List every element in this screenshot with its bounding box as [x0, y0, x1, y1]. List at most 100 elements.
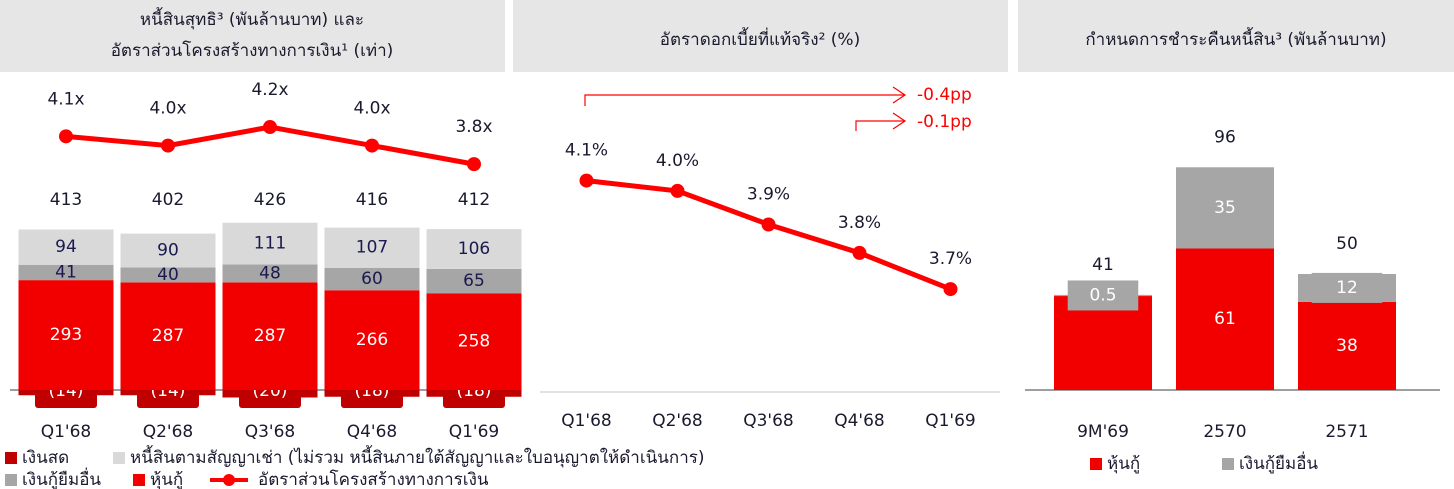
label-bg	[1067, 280, 1139, 311]
legend-label: เงินสด	[22, 448, 69, 468]
value-label: 258	[458, 332, 490, 352]
legend-swatch	[1090, 458, 1102, 470]
total-label: 96	[1214, 127, 1236, 147]
value-label: 41	[55, 262, 77, 282]
value-label: 4.0x	[353, 99, 390, 119]
x-tick-label: Q1'69	[925, 411, 976, 431]
total-label: 402	[152, 190, 184, 210]
bar-segment	[324, 290, 420, 390]
value-label: 94	[55, 237, 77, 257]
x-tick-label: Q1'69	[449, 422, 500, 442]
value-label: 3.8%	[838, 213, 881, 233]
bar-segment	[1054, 296, 1152, 390]
legend-label: เงินกู้ยืมอื่น	[1239, 451, 1318, 474]
value-label: 4.1%	[565, 141, 608, 161]
line-point	[263, 120, 277, 135]
line-point	[579, 173, 594, 188]
header-box	[1018, 0, 1454, 72]
legend-swatch	[5, 474, 17, 486]
bar-segment	[1176, 248, 1274, 390]
value-label: 293	[50, 325, 82, 345]
bar-segment	[426, 293, 522, 390]
x-tick-label: Q1'68	[41, 422, 92, 442]
total-label: 41	[1092, 255, 1114, 275]
value-label: 3.9%	[747, 185, 790, 205]
value-label: 48	[259, 263, 281, 283]
legend-point	[223, 474, 235, 486]
value-label: 40	[157, 265, 179, 285]
annotation: -0.4pp	[917, 85, 972, 105]
total-label: 426	[254, 190, 286, 210]
arrow	[855, 112, 907, 131]
x-tick-label: Q2'68	[652, 411, 703, 431]
value-label: 4.2x	[251, 80, 288, 100]
value-label: 4.0x	[149, 99, 186, 119]
value-label: 61	[1214, 309, 1236, 329]
bar-segment	[1298, 301, 1396, 390]
legend-swatch	[5, 452, 17, 464]
value-label: 106	[458, 239, 490, 259]
line-point	[670, 183, 685, 198]
total-label: 416	[356, 190, 388, 210]
value-label: 287	[152, 326, 184, 346]
bar-segment	[222, 264, 318, 283]
value-label: 38	[1336, 336, 1358, 356]
legend-label: หนี้สินตามสัญญาเช่า (ไม่รวม หนี้สินภายใต…	[130, 445, 705, 468]
annotation-arrows	[584, 86, 907, 131]
legend-label: เงินกู้ยืมอื่น	[22, 467, 101, 489]
line-point	[161, 138, 175, 153]
header-box	[513, 0, 1008, 72]
value-label: 0.5	[1089, 285, 1116, 305]
bar-segment	[120, 282, 216, 390]
legend-swatch	[113, 452, 125, 464]
value-label: 266	[356, 330, 388, 350]
bar-segment	[222, 282, 318, 390]
value-label: 4.1x	[47, 89, 84, 109]
bar-segment	[18, 229, 114, 265]
bar-segment	[426, 268, 522, 294]
value-label: 3.8x	[455, 117, 492, 137]
x-tick-label: 9M'69	[1077, 422, 1129, 442]
annotation: -0.1pp	[917, 112, 972, 132]
total-label: 413	[50, 190, 82, 210]
bar-segment	[324, 267, 420, 291]
bar-segment	[120, 233, 216, 268]
arrow	[584, 86, 907, 106]
line-point	[761, 217, 776, 232]
legend-swatch	[1222, 458, 1234, 470]
x-tick-label: Q3'68	[743, 411, 794, 431]
label-bg	[1189, 192, 1261, 223]
chart-title: อัตราดอกเบี้ยที่แท้จริง² (%)	[660, 27, 860, 50]
x-tick-label: Q4'68	[834, 411, 885, 431]
x-tick-label: Q4'68	[347, 422, 398, 442]
x-tick-label: 2570	[1203, 422, 1246, 442]
value-label: 3.7%	[929, 249, 972, 269]
value-label: 107	[356, 238, 388, 258]
legend-label: หุ้นกู้	[150, 470, 183, 489]
value-label: 111	[254, 234, 286, 254]
line-point	[852, 245, 867, 260]
chart-title: หนี้สินสุทธิ³ (พันล้านบาท) และ	[140, 7, 364, 30]
value-label: 35	[1214, 198, 1236, 218]
value-label: 4.0%	[656, 151, 699, 171]
bar-segment	[18, 264, 114, 281]
bar-segment	[120, 267, 216, 283]
line-point	[943, 282, 958, 297]
legend-label: อัตราส่วนโครงสร้างทางการเงิน	[258, 469, 489, 489]
line-point	[467, 157, 481, 172]
bar-segment	[18, 280, 114, 390]
chart-title: อัตราส่วนโครงสร้างทางการเงิน¹ (เท่า)	[111, 40, 394, 61]
label-bg	[1311, 272, 1383, 303]
bar-segment	[426, 229, 522, 269]
bar-segment	[222, 222, 318, 265]
legend-label: หุ้นกู้	[1107, 454, 1140, 474]
chart-title: กำหนดการชำระคืนหนี้สิน³ (พันล้านบาท)	[1085, 27, 1386, 50]
value-label: 12	[1336, 278, 1358, 298]
x-tick-label: 2571	[1325, 422, 1368, 442]
bar-segment	[324, 227, 420, 268]
line-point	[365, 138, 379, 153]
legend-swatch	[133, 474, 145, 486]
total-label: 50	[1336, 234, 1358, 254]
x-tick-label: Q2'68	[143, 422, 194, 442]
